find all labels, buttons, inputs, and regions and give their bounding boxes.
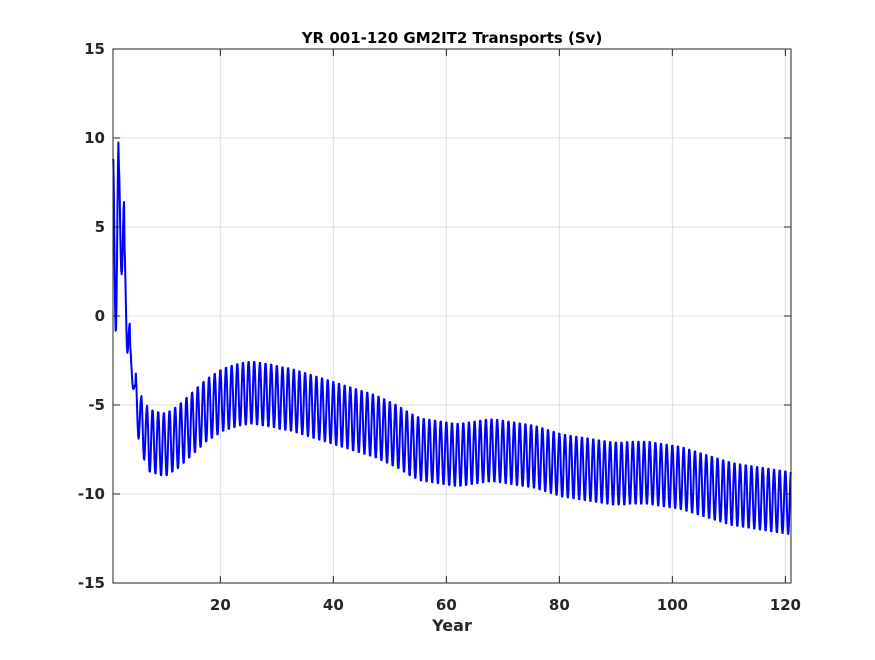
y-tick-label: 15 [84, 40, 105, 58]
axis-ticks: 20 40 60 80 100 120 -15 -10 -5 0 5 10 15 [78, 40, 801, 614]
y-tick-label: 5 [95, 218, 105, 236]
x-tick-label: 20 [210, 596, 231, 614]
y-tick-label: -5 [88, 396, 105, 414]
y-tick-label: 10 [84, 129, 105, 147]
chart-title: YR 001-120 GM2IT2 Transports (Sv) [301, 29, 603, 47]
y-tick-label: -10 [78, 485, 105, 503]
x-tick-label: 80 [549, 596, 570, 614]
x-tick-label: 40 [323, 596, 344, 614]
series-layer [112, 141, 792, 535]
x-tick-label: 100 [657, 596, 688, 614]
x-tick-label: 120 [770, 596, 801, 614]
y-tick-label: -15 [78, 574, 105, 592]
series-line [112, 141, 792, 535]
x-axis-label: Year [431, 616, 472, 635]
y-tick-label: 0 [95, 307, 105, 325]
x-tick-label: 60 [436, 596, 457, 614]
